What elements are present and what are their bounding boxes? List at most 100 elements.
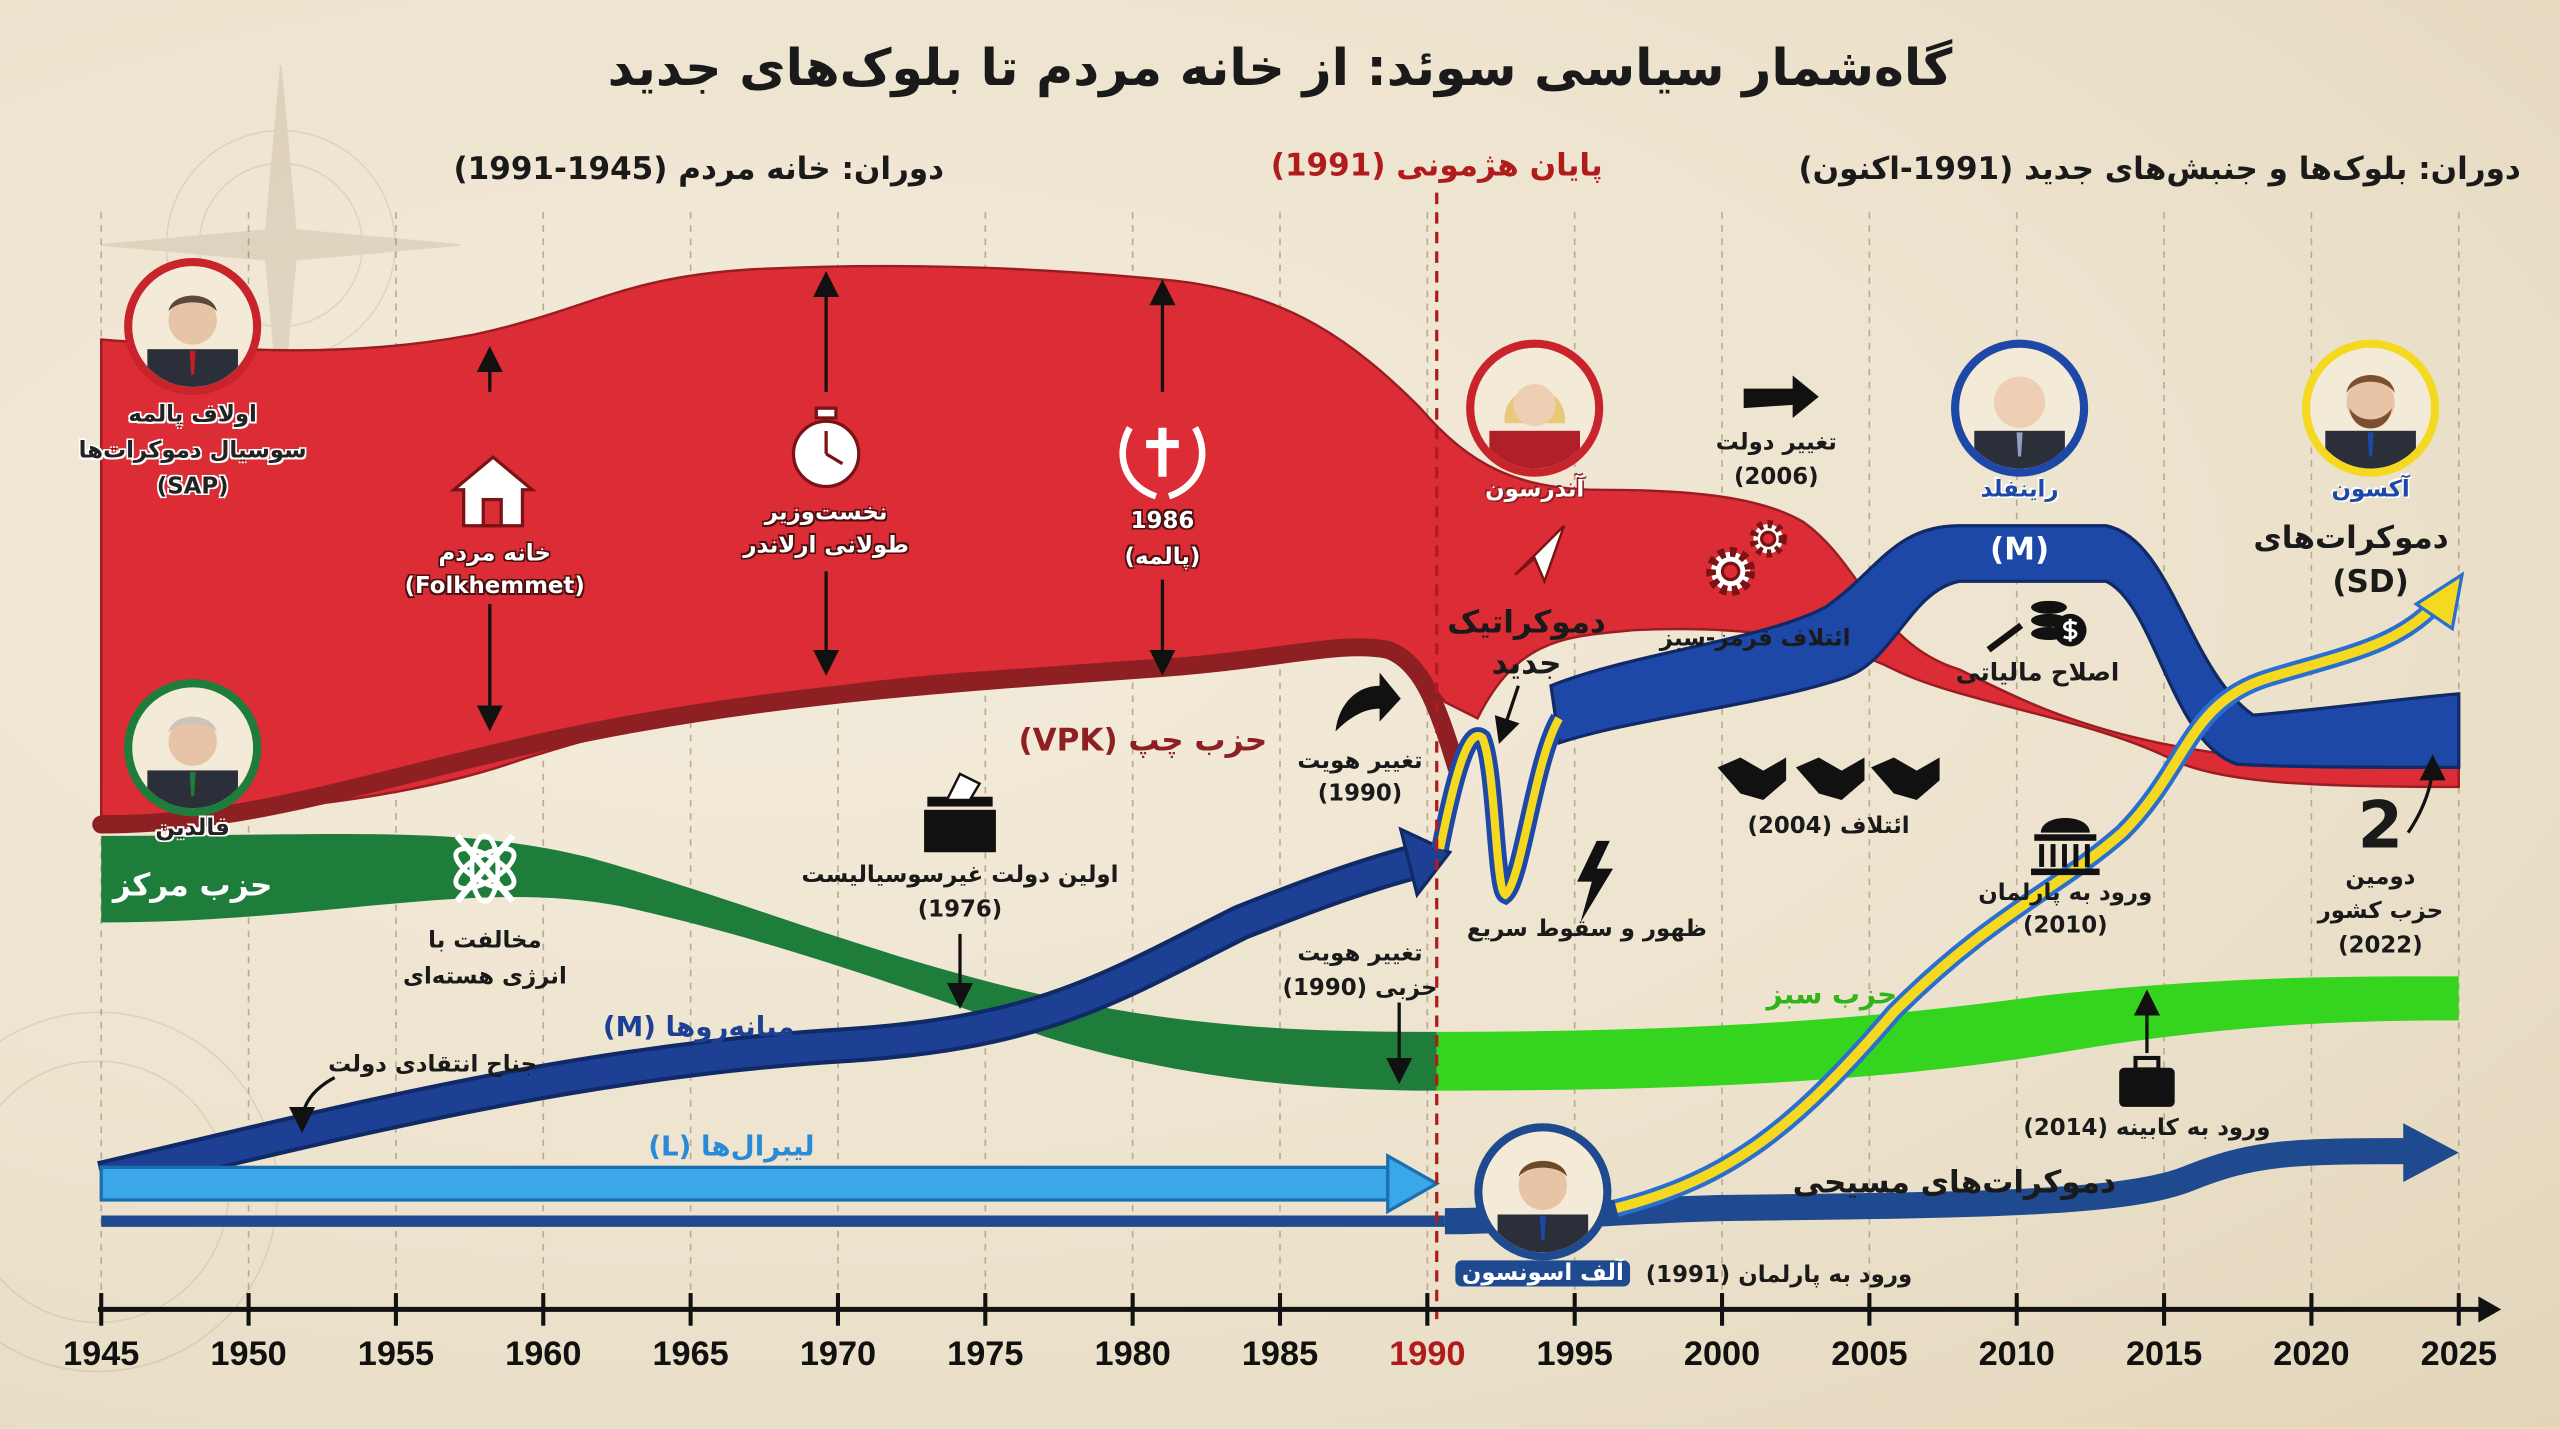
anti-nuclear-label-2: انرژی هسته‌ای xyxy=(402,963,567,990)
person-face-icon xyxy=(147,716,238,809)
sd-parliament-year: (2010) xyxy=(2023,913,2108,940)
time-axis-arrowhead xyxy=(2478,1296,2502,1323)
sd-stream-fill xyxy=(1615,597,2443,1213)
portrait-magdalena-andersson xyxy=(1466,339,1604,477)
liberals-label: لیبرال‌ها (L) xyxy=(648,1130,815,1164)
era-label-folkhemmet: دوران: خانه مردم (1945-1991) xyxy=(453,151,945,188)
green-cabinet-label: ورود به کابینه (2014) xyxy=(2023,1115,2271,1142)
axis-ticks xyxy=(99,1293,2461,1326)
sd-label: دموکرات‌های xyxy=(2253,520,2449,557)
axis-year-label: 2000 xyxy=(1683,1335,1761,1374)
portrait-alf-svensson xyxy=(1474,1123,1612,1261)
red-green-coalition-label: ائتلاف قرمز-سبز xyxy=(1659,625,1851,652)
axis-year-label: 2020 xyxy=(2273,1335,2350,1374)
green-party-label: حزب سبز xyxy=(1766,979,1898,1012)
centre-party-label: حزب مرکز xyxy=(112,867,273,904)
vpk-identity-label: تغییر هویت xyxy=(1297,748,1423,775)
centre-identity-year: حزبی (1990) xyxy=(1282,975,1438,1002)
lightning-icon xyxy=(1577,840,1614,923)
curved-arrow-icon xyxy=(1335,672,1401,732)
portrait-olof-palme xyxy=(124,257,262,396)
portrait-thorbjorn-falldin xyxy=(124,679,262,817)
christian-democrats-label: دموکرات‌های مسیحی xyxy=(1792,1164,2116,1201)
axis-year-label: 1995 xyxy=(1536,1335,1613,1374)
axis-year-label: 2015 xyxy=(2125,1335,2203,1374)
page-title: گاه‌شمار سیاسی سوئد: از خانه مردم تا بلو… xyxy=(607,39,1953,98)
handshake-icons xyxy=(1717,757,1940,800)
first-nonsocialist-label: اولین دولت غیرسوسیالیست xyxy=(801,862,1119,889)
gov-change-label: تغییر دولت xyxy=(1715,429,1837,457)
parliament-icon xyxy=(2031,817,2100,876)
christian-democrats-arrowhead xyxy=(2403,1123,2459,1183)
sap-abbr-label: (SAP) xyxy=(156,473,229,501)
second-party-year: (2022) xyxy=(2338,932,2423,959)
gov-change-year: (2006) xyxy=(1734,464,1819,491)
ballot-box-icon xyxy=(924,772,996,853)
liberals-stream xyxy=(99,1165,1393,1202)
person-face-icon xyxy=(2325,374,2416,469)
second-party-number: 2 xyxy=(2357,788,2404,864)
sd-arrowhead xyxy=(2413,571,2465,632)
palme-1986-label-2: (پالمه) xyxy=(1124,544,1201,571)
new-democracy-stream-fill xyxy=(1435,716,1563,900)
vpk-label: حزب چپ (VPK) xyxy=(1018,722,1268,759)
folkhemmet-label: خانه مردم xyxy=(438,540,551,568)
axis-year-label: 2010 xyxy=(1978,1335,2055,1374)
sd-parliament-label: ورود به پارلمان xyxy=(1978,880,2153,907)
person-face-icon xyxy=(1497,1160,1589,1253)
coins-icon xyxy=(1986,600,2087,653)
axis-year-label: 1955 xyxy=(357,1335,435,1374)
second-party-label: دومین xyxy=(2345,864,2416,891)
first-nonsocialist-year: (1976) xyxy=(917,896,1003,923)
falldin-name: فالدین xyxy=(155,815,230,842)
critical-wing-label: جناح انتقادی دولت xyxy=(328,1051,538,1079)
green-party-stream xyxy=(1436,976,2459,1091)
axis-year-label: 1945 xyxy=(63,1335,140,1374)
portrait-fredrik-reinfeldt xyxy=(1951,339,2089,477)
moderates-band-label: (M) xyxy=(1989,531,2050,568)
moderates-arrowhead xyxy=(1398,826,1453,899)
sap-party-label: سوسیال دموکرات‌ها xyxy=(78,438,307,465)
gears-icon xyxy=(1706,519,1787,596)
akesson-name: آکسون xyxy=(2331,476,2410,503)
paper-plane-icon xyxy=(1514,524,1566,585)
anti-nuclear-icon xyxy=(453,833,517,904)
anti-nuclear-label: مخالفت با xyxy=(428,927,542,954)
axis-year-label: 1965 xyxy=(652,1335,729,1374)
second-party-label-2: حزب کشور xyxy=(2317,898,2444,925)
portrait-jimmie-akesson xyxy=(2302,339,2440,477)
axis-year-label: 1960 xyxy=(505,1335,582,1374)
new-democracy-label: دموکراتیک xyxy=(1447,604,1606,641)
axis-year-label: 2005 xyxy=(1831,1335,1908,1374)
folkhemmet-label-2: (Folkhemmet) xyxy=(404,573,585,600)
era-marker-hegemony-end: پایان هژمونی (1991) xyxy=(1270,147,1603,184)
axis-year-label: 1985 xyxy=(1241,1335,1319,1374)
centre-party-stream xyxy=(101,833,1437,1091)
axis-year-label: 1970 xyxy=(799,1335,877,1374)
house-icon xyxy=(449,455,537,528)
new-democracy-label-2: جدید xyxy=(1491,645,1562,682)
person-face-icon xyxy=(147,295,238,387)
vpk-stream xyxy=(92,638,1466,834)
reinfeldt-name: راینفلد xyxy=(1980,476,2059,503)
moderates-label: میانه‌روها (M) xyxy=(602,1011,795,1045)
era-label-blocs: دوران: بلوک‌ها و جنبش‌های جدید (1991-اکن… xyxy=(1798,151,2521,188)
axis-year-label: 1975 xyxy=(947,1335,1024,1374)
palme-1986-label: 1986 xyxy=(1130,508,1195,535)
annotation-arrows xyxy=(288,271,2446,1134)
axis-year-label: 1980 xyxy=(1094,1335,1171,1374)
memorial-wreath-icon xyxy=(1119,426,1206,500)
andersson-name: آندرسون xyxy=(1485,476,1585,503)
person-face-icon xyxy=(1974,376,2065,469)
moderates-stream-fill xyxy=(98,848,1418,1193)
svensson-name: آلف اسونسون xyxy=(1455,1260,1631,1287)
stopwatch-icon xyxy=(791,406,861,489)
erlander-label-2: طولانی ارلاندر xyxy=(743,532,909,559)
rise-fall-label: ظهور و سقوط سریع xyxy=(1466,916,1707,943)
erlander-label: نخست‌وزیر xyxy=(764,500,888,527)
tax-reform-label: اصلاح مالیاتی xyxy=(1955,657,2120,687)
arrow-right-icon xyxy=(1743,375,1819,418)
